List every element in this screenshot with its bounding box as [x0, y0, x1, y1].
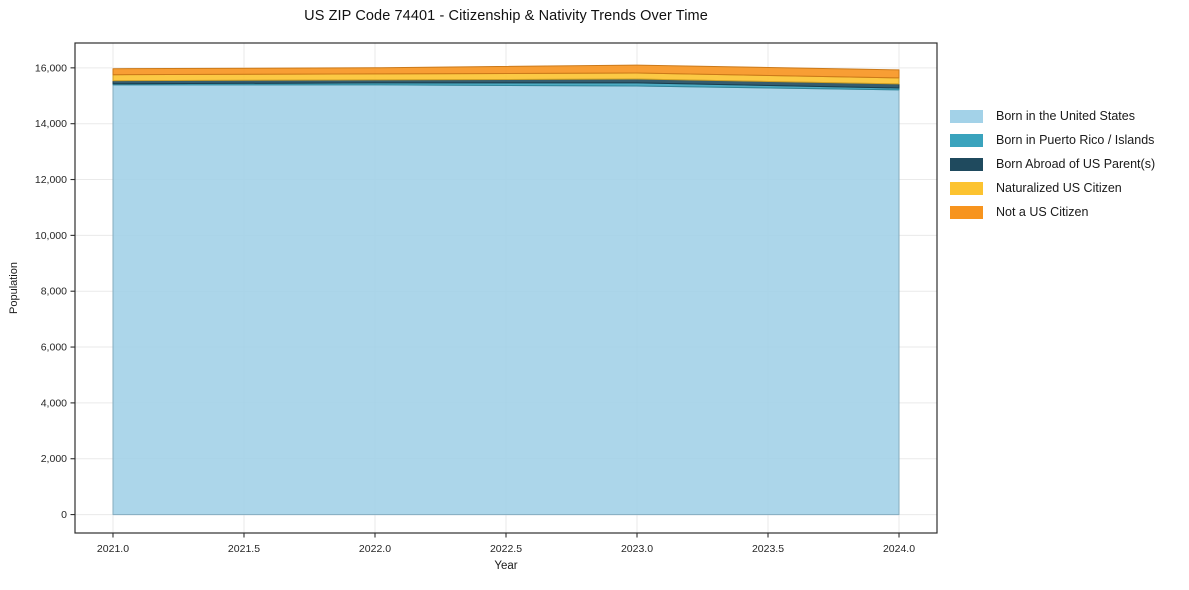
x-tick-label: 2021.5	[228, 543, 260, 555]
legend: Born in the United States Born in Puerto …	[950, 104, 1155, 224]
legend-swatch	[950, 205, 983, 219]
y-tick-label: 12,000	[35, 174, 67, 186]
y-tick-label: 0	[61, 509, 67, 521]
legend-item: Not a US Citizen	[950, 200, 1155, 224]
legend-item: Born in Puerto Rico / Islands	[950, 128, 1155, 152]
legend-label: Not a US Citizen	[996, 205, 1089, 219]
y-tick-label: 2,000	[41, 453, 67, 465]
x-tick-label: 2023.0	[621, 543, 653, 555]
y-tick-label: 14,000	[35, 118, 67, 130]
legend-label: Born in Puerto Rico / Islands	[996, 133, 1155, 147]
chart-title: US ZIP Code 74401 - Citizenship & Nativi…	[304, 8, 708, 24]
legend-item: Naturalized US Citizen	[950, 176, 1155, 200]
legend-label: Born in the United States	[996, 109, 1135, 123]
legend-label: Naturalized US Citizen	[996, 181, 1122, 195]
x-tick-label: 2022.5	[490, 543, 522, 555]
legend-swatch	[950, 133, 983, 147]
legend-item: Born in the United States	[950, 104, 1155, 128]
legend-swatch	[950, 109, 983, 123]
y-tick-label: 6,000	[41, 342, 67, 354]
x-tick-label: 2021.0	[97, 543, 129, 555]
legend-item: Born Abroad of US Parent(s)	[950, 152, 1155, 176]
legend-label: Born Abroad of US Parent(s)	[996, 157, 1156, 171]
x-axis-label: Year	[494, 560, 518, 572]
y-tick-label: 8,000	[41, 286, 67, 298]
legend-swatch	[950, 157, 983, 171]
legend-swatch	[950, 181, 983, 195]
y-tick-label: 4,000	[41, 397, 67, 409]
area-not-a-us-citizen	[112, 64, 900, 79]
x-tick-label: 2022.0	[359, 543, 391, 555]
x-tick-label: 2024.0	[883, 543, 915, 555]
x-tick-label: 2023.5	[752, 543, 784, 555]
area-born-in-the-united-states	[112, 84, 900, 516]
y-tick-label: 16,000	[35, 62, 67, 74]
y-tick-label: 10,000	[35, 230, 67, 242]
